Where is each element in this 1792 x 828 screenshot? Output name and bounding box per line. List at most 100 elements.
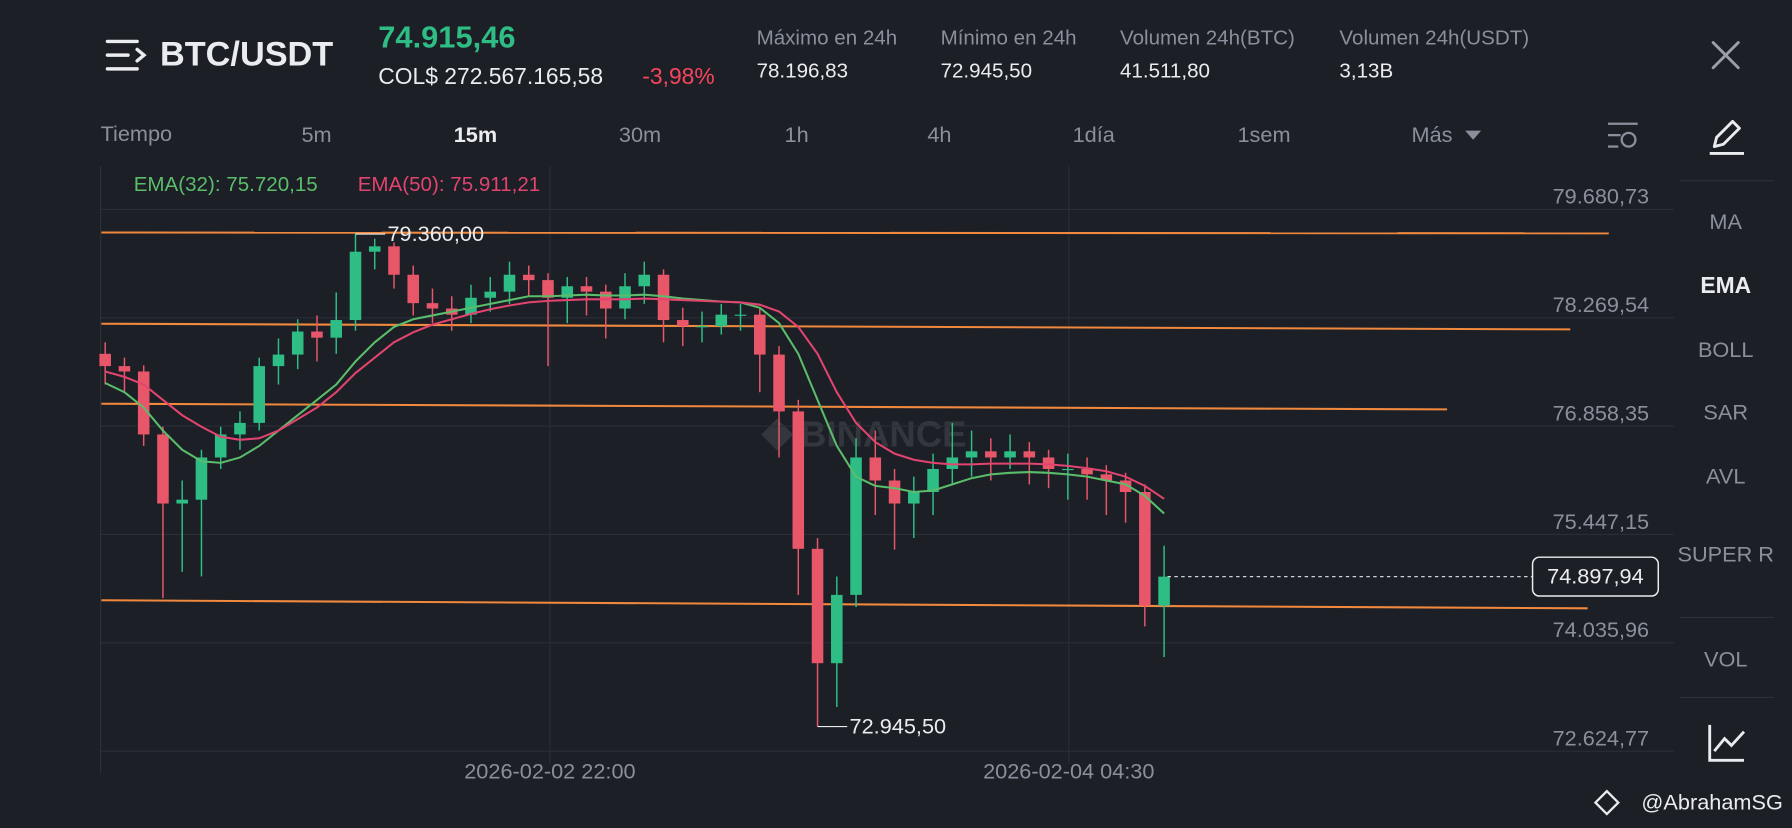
menu-icon[interactable] bbox=[105, 39, 147, 71]
indicator-option[interactable]: SAR bbox=[1703, 400, 1748, 425]
candle-body bbox=[311, 331, 323, 338]
last-price-box bbox=[1531, 556, 1660, 597]
indicator-option[interactable]: MA bbox=[1709, 209, 1742, 234]
trend-line bbox=[101, 231, 1609, 235]
candle-body bbox=[869, 457, 882, 481]
candle-body bbox=[888, 480, 901, 504]
candle-body bbox=[754, 314, 766, 355]
more-caret[interactable] bbox=[1465, 130, 1482, 140]
candle-body bbox=[965, 451, 978, 458]
candle-body bbox=[388, 246, 400, 275]
candle-body bbox=[619, 286, 631, 309]
candle-body bbox=[99, 353, 111, 367]
stats: Máximo en 24h 78.196,83 Mínimo en 24h 72.94… bbox=[757, 27, 1530, 83]
y-tick-label: 76.858,35 bbox=[1553, 400, 1650, 425]
candle-body bbox=[1062, 468, 1074, 471]
timeframe-option[interactable]: 1sem bbox=[1237, 122, 1290, 147]
timeframe-option[interactable]: 1día bbox=[1073, 122, 1116, 147]
candle-body bbox=[157, 434, 169, 504]
candle-body bbox=[946, 457, 959, 469]
annotation-label: 79.360,00 bbox=[387, 221, 484, 246]
candle-body bbox=[291, 331, 304, 355]
candle-body bbox=[253, 366, 265, 423]
candle-body bbox=[542, 280, 554, 298]
icon-stroke bbox=[1713, 730, 1746, 753]
price: 74.915,46 bbox=[378, 19, 515, 54]
stat-value: 72.945,50 bbox=[941, 60, 1032, 83]
candle-body bbox=[985, 451, 997, 458]
stat-label: Mínimo en 24h bbox=[941, 27, 1077, 50]
pair[interactable]: BTC/USDT bbox=[160, 35, 333, 73]
candle-body bbox=[465, 297, 477, 315]
stat-value: 3,13B bbox=[1339, 60, 1393, 83]
candle-body bbox=[715, 314, 728, 327]
candle-body bbox=[734, 314, 747, 316]
timeframe-option[interactable]: 30m bbox=[619, 122, 661, 147]
y-tick-label: 78.269,54 bbox=[1553, 292, 1650, 317]
timeframe-option[interactable]: Más bbox=[1411, 122, 1452, 147]
stat-value: 78.196,83 bbox=[757, 60, 848, 83]
local-price: COL$ 272.567.165,58 bbox=[378, 63, 603, 89]
close-button[interactable] bbox=[1711, 41, 1740, 70]
icon-stroke bbox=[1620, 131, 1637, 148]
indicator-option[interactable]: EMA bbox=[1700, 272, 1751, 298]
candle-body bbox=[638, 274, 651, 287]
candle-body bbox=[214, 434, 227, 458]
timeframe-option[interactable]: 15m bbox=[454, 122, 497, 147]
chart: 79.680,73 78.269,54 76.858,35 75.447,15 74.0… bbox=[99, 165, 1675, 784]
timeframe-option[interactable]: 5m bbox=[301, 122, 331, 147]
y-tick-label: 79.680,73 bbox=[1553, 184, 1650, 209]
legend-entry: EMA(32): 75.720,15 bbox=[134, 173, 318, 196]
stat-label: Volumen 24h(USDT) bbox=[1339, 27, 1529, 50]
indicator-option[interactable]: VOL bbox=[1704, 647, 1747, 672]
stat-value: 41.511,80 bbox=[1120, 60, 1210, 83]
annotation-label: 72.945,50 bbox=[850, 713, 947, 738]
candle-body bbox=[1023, 451, 1036, 458]
indicator-option[interactable]: BOLL bbox=[1698, 337, 1754, 362]
candle-body bbox=[522, 274, 535, 281]
candle-body bbox=[696, 326, 708, 328]
ema-line bbox=[104, 297, 1165, 500]
icon-stroke bbox=[1708, 724, 1744, 762]
chart-type-icon[interactable] bbox=[1708, 724, 1746, 762]
indicator-option[interactable]: SUPER R bbox=[1677, 541, 1773, 566]
candle-body bbox=[1158, 576, 1170, 606]
candle-body bbox=[1004, 451, 1016, 458]
timeframes: 5m 15m 30m 1h 4h 1día 1sem Más bbox=[301, 122, 1452, 147]
candle-body bbox=[850, 457, 862, 595]
candle-body bbox=[330, 320, 343, 338]
y-tick-label: 75.447,15 bbox=[1553, 509, 1650, 534]
candle-body bbox=[792, 411, 805, 549]
last-price-label: 74.897,94 bbox=[1547, 563, 1644, 588]
stat-label: Máximo en 24h bbox=[757, 27, 898, 50]
indicator-option[interactable]: AVL bbox=[1706, 464, 1745, 489]
x-tick-label: 2026-02-02 22:00 bbox=[464, 759, 635, 784]
credit-logo bbox=[1593, 789, 1620, 816]
candle-body bbox=[657, 274, 670, 321]
close-stroke bbox=[1711, 41, 1740, 70]
candle-body bbox=[426, 303, 439, 309]
timeframe-option[interactable]: 4h bbox=[927, 122, 951, 147]
credit: @AbrahamSG bbox=[1641, 789, 1782, 814]
candle-body bbox=[1119, 480, 1132, 493]
change: -3,98% bbox=[642, 63, 714, 89]
pencil bbox=[1712, 120, 1741, 148]
candle-body bbox=[1081, 468, 1093, 475]
x-tick-label: 2026-02-04 04:30 bbox=[983, 759, 1154, 784]
candle-body bbox=[484, 291, 497, 298]
candle-body bbox=[1100, 474, 1113, 481]
menu-arrow bbox=[135, 47, 147, 63]
candle-body bbox=[1042, 457, 1055, 469]
chart-settings-icon[interactable] bbox=[1608, 122, 1638, 148]
candle-body bbox=[272, 354, 285, 367]
draw-tool-icon[interactable] bbox=[1709, 120, 1744, 155]
y-tick-label: 74.035,96 bbox=[1553, 617, 1650, 642]
candle-body bbox=[137, 371, 150, 435]
candle-body bbox=[580, 286, 593, 292]
candle-body bbox=[195, 457, 208, 500]
candle-body bbox=[908, 492, 920, 504]
indicators: MA EMA BOLL SAR AVL SUPER R VOL bbox=[1677, 209, 1773, 672]
timeframe-option[interactable]: 1h bbox=[785, 122, 809, 147]
